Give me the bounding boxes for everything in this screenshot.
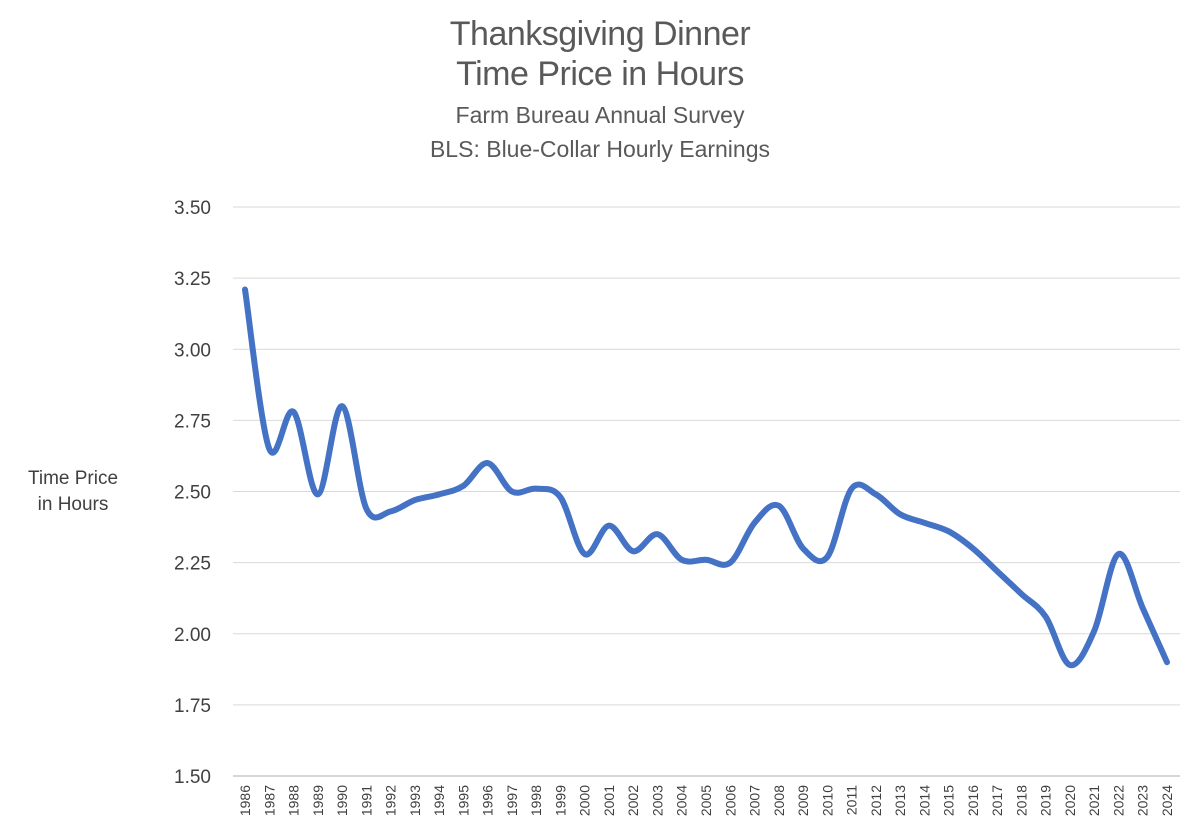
x-tick-label: 1991 [358,785,374,816]
x-tick-label: 1998 [528,785,544,816]
x-tick-label: 2008 [771,785,787,816]
series-line [242,286,1170,669]
chart-title-line-2: Time Price in Hours [456,55,744,93]
x-axis-ticks: 1986 1987 1988 1989 1990 1991 1992 1993 1994 1995… [237,785,1175,816]
y-tick-label: 3.00 [174,340,211,361]
y-tick-label: 1.75 [174,696,211,717]
x-tick-label: 2009 [795,785,811,816]
x-tick-label: 1990 [334,785,350,816]
y-tick-label: 1.50 [174,767,211,788]
y-tick-label: 2.25 [174,554,211,575]
chart-title-block: Thanksgiving Dinner Time Price in Hours … [0,14,1200,166]
x-tick-label: 2016 [965,785,981,816]
x-tick-label: 2007 [747,785,763,816]
y-tick-label: 2.50 [174,483,211,504]
x-tick-label: 2006 [722,785,738,816]
x-tick-label: 2002 [625,785,641,816]
y-tick-label: 3.25 [174,269,211,290]
x-tick-label: 2015 [941,785,957,816]
y-tick-label: 2.00 [174,625,211,646]
x-tick-label: 1993 [407,785,423,816]
x-tick-label: 1994 [431,785,447,816]
x-tick-label: 1995 [455,785,471,816]
x-tick-label: 1996 [480,785,496,816]
x-tick-label: 2019 [1038,785,1054,816]
x-tick-label: 2000 [577,785,593,816]
y-axis-ticks: 1.50 1.75 2.00 2.25 2.50 2.75 3.00 3.25 3.50 [174,198,211,788]
x-tick-label: 1999 [552,785,568,816]
x-tick-label: 2003 [649,785,665,816]
y-axis-label: Time Price in Hours [14,466,132,518]
x-tick-label: 2012 [868,785,884,816]
chart-subtitle-line-2: BLS: Blue-Collar Hourly Earnings [429,136,771,162]
chart-title-line-1: Thanksgiving Dinner [449,15,751,53]
y-axis-label-line-2: in Hours [37,494,109,515]
x-tick-label: 2018 [1013,785,1029,816]
x-tick-label: 2014 [916,785,932,816]
x-tick-label: 2023 [1135,785,1151,816]
y-tick-label: 2.75 [174,411,211,432]
x-tick-label: 1988 [286,785,302,816]
x-tick-label: 1992 [383,785,399,816]
x-tick-label: 2021 [1086,785,1102,816]
x-tick-label: 1986 [237,785,253,816]
x-tick-label: 1989 [310,785,326,816]
x-tick-label: 2005 [698,785,714,816]
plot-area [242,286,1170,669]
x-tick-label: 2022 [1110,785,1126,816]
x-tick-label: 2013 [892,785,908,816]
x-tick-label: 2020 [1062,785,1078,816]
gridlines [233,206,1180,777]
x-tick-label: 1997 [504,785,520,816]
x-tick-label: 2011 [844,785,860,815]
y-axis-label-line-1: Time Price [27,468,119,489]
x-tick-label: 1987 [261,785,277,816]
x-tick-label: 2017 [989,785,1005,816]
x-tick-label: 2024 [1159,785,1175,816]
x-tick-label: 2001 [601,785,617,816]
chart-subtitle-line-1: Farm Bureau Annual Survey [455,102,745,128]
y-tick-label: 3.50 [174,198,211,219]
x-tick-label: 2004 [674,785,690,816]
x-tick-label: 2010 [819,785,835,816]
